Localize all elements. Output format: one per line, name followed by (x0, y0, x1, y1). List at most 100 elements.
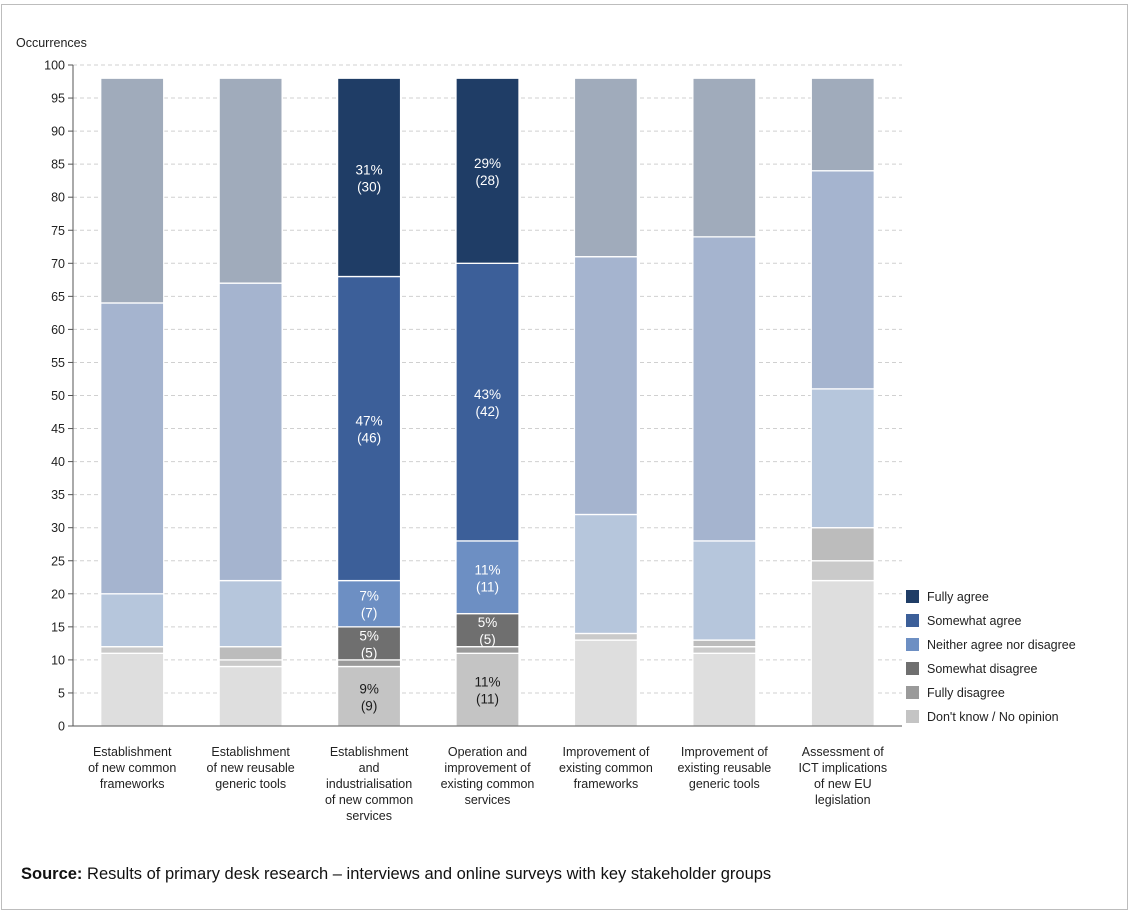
bar-segment-neither-agree-nor-disagree (692, 540, 757, 641)
y-tick-label: 75 (51, 224, 65, 238)
x-tick-label: existing common (559, 761, 653, 775)
x-tick-label: Establishment (93, 745, 172, 759)
x-tick-label: existing reusable (677, 761, 771, 775)
x-tick-label: Operation and (448, 745, 527, 759)
bar-segment-don-t-know-no-opinion (810, 579, 875, 727)
bar-segment-don-t-know-no-opinion (692, 652, 757, 727)
x-tick-label: legislation (815, 793, 871, 807)
data-label-percent: 5% (359, 628, 379, 643)
bar-segment-somewhat-disagree (336, 626, 402, 661)
bar-segment-neither-agree-nor-disagree (336, 579, 402, 628)
x-tick-label: services (346, 809, 392, 823)
bar-segment-somewhat-agree (455, 262, 520, 542)
bar-segment-fully-disagree (100, 646, 165, 654)
bar-segment-neither-agree-nor-disagree (573, 513, 639, 635)
bar-segment-somewhat-disagree (810, 527, 875, 562)
y-tick-label: 35 (51, 488, 65, 502)
legend-label: Neither agree nor disagree (927, 638, 1076, 652)
y-tick-label: 90 (51, 125, 65, 139)
bar-segment-fully-agree (100, 77, 165, 304)
legend-label: Somewhat agree (927, 614, 1022, 628)
y-tick-label: 0 (58, 720, 65, 734)
data-label-count: (30) (357, 179, 381, 194)
data-label-percent: 9% (359, 681, 379, 696)
legend-label: Fully disagree (927, 686, 1005, 700)
x-tick-label: services (465, 793, 511, 807)
y-tick-label: 50 (51, 389, 65, 403)
y-tick-label: 15 (51, 620, 65, 634)
data-label-count: (28) (475, 173, 499, 188)
legend-swatch-fully-agree (906, 590, 919, 603)
legend-label: Somewhat disagree (927, 662, 1038, 676)
x-tick-label: of new common (325, 793, 413, 807)
bar-segment-fully-agree (336, 77, 402, 278)
y-tick-label: 30 (51, 521, 65, 535)
y-tick-label: 45 (51, 422, 65, 436)
bar-segment-somewhat-agree (218, 282, 283, 582)
legend-swatch-fully-disagree (906, 686, 919, 699)
bar-segment-somewhat-disagree (692, 639, 757, 648)
bar-segment-fully-agree (810, 77, 875, 172)
bar-segment-fully-disagree (692, 646, 757, 654)
data-label-percent: 43% (474, 387, 501, 402)
bar-segment-don-t-know-no-opinion (100, 652, 165, 727)
y-tick-label: 10 (51, 653, 65, 667)
legend-swatch-neither-agree-nor-disagree (906, 638, 919, 651)
x-tick-label: of new common (88, 761, 176, 775)
y-axis-title: Occurrences (16, 36, 87, 50)
y-tick-label: 60 (51, 323, 65, 337)
bar-segment-somewhat-agree (100, 302, 165, 595)
y-tick-label: 25 (51, 554, 65, 568)
data-label-count: (5) (479, 632, 496, 647)
x-tick-label: and (359, 761, 380, 775)
legend-swatch-don-t-know-no-opinion (906, 710, 919, 723)
bar-segment-don-t-know-no-opinion (573, 639, 639, 727)
y-tick-label: 100 (44, 59, 65, 73)
x-tick-label: ICT implications (798, 761, 887, 775)
bar-segment-fully-agree (455, 77, 520, 264)
x-tick-label: existing common (441, 777, 535, 791)
x-tick-label: generic tools (215, 777, 286, 791)
data-label-percent: 7% (359, 589, 379, 604)
data-label-percent: 29% (474, 156, 501, 171)
x-tick-label: of new reusable (207, 761, 295, 775)
x-tick-label: Establishment (330, 745, 409, 759)
legend-swatch-somewhat-agree (906, 614, 919, 627)
x-tick-label: frameworks (574, 777, 639, 791)
y-tick-label: 80 (51, 191, 65, 205)
data-label-percent: 47% (356, 414, 383, 429)
bar-segment-don-t-know-no-opinion (336, 665, 402, 727)
x-tick-label: frameworks (100, 777, 165, 791)
data-label-percent: 5% (478, 615, 498, 630)
x-tick-label: of new EU (814, 777, 872, 791)
bar-segment-neither-agree-nor-disagree (455, 540, 520, 615)
y-tick-label: 5 (58, 686, 65, 700)
data-label-count: (46) (357, 431, 381, 446)
stacked-bar-chart: Occurrences 0 5 10 15 20 25 30 35 40 45 50 55 60 65 70 7… (16, 36, 1076, 823)
data-label-count: (7) (361, 606, 378, 621)
y-tick-label: 70 (51, 257, 65, 271)
y-tick-label: 95 (51, 92, 65, 106)
data-label-count: (5) (361, 645, 378, 660)
x-tick-label: generic tools (689, 777, 760, 791)
x-tick-label: Assessment of (802, 745, 885, 759)
y-tick-label: 85 (51, 158, 65, 172)
bar-segment-somewhat-agree (336, 275, 402, 582)
x-tick-label: Improvement of (681, 745, 768, 759)
bar-segment-somewhat-disagree (218, 646, 283, 661)
bar-segment-somewhat-agree (692, 236, 757, 542)
bar-segment-fully-disagree (336, 659, 402, 668)
bar-segment-neither-agree-nor-disagree (810, 388, 875, 529)
bar-segment-don-t-know-no-opinion (218, 665, 283, 727)
legend-swatch-somewhat-disagree (906, 662, 919, 675)
bar-segment-fully-agree (692, 77, 757, 238)
legend-label: Fully agree (927, 590, 989, 604)
bar-segment-somewhat-agree (573, 256, 639, 516)
x-tick-label: Establishment (211, 745, 290, 759)
data-label-percent: 31% (356, 162, 383, 177)
source-label: Source: (21, 865, 83, 883)
data-label-count: (11) (476, 579, 499, 594)
bar-segment-neither-agree-nor-disagree (100, 593, 165, 648)
bar-segment-somewhat-agree (810, 170, 875, 390)
y-tick-label: 55 (51, 356, 65, 370)
